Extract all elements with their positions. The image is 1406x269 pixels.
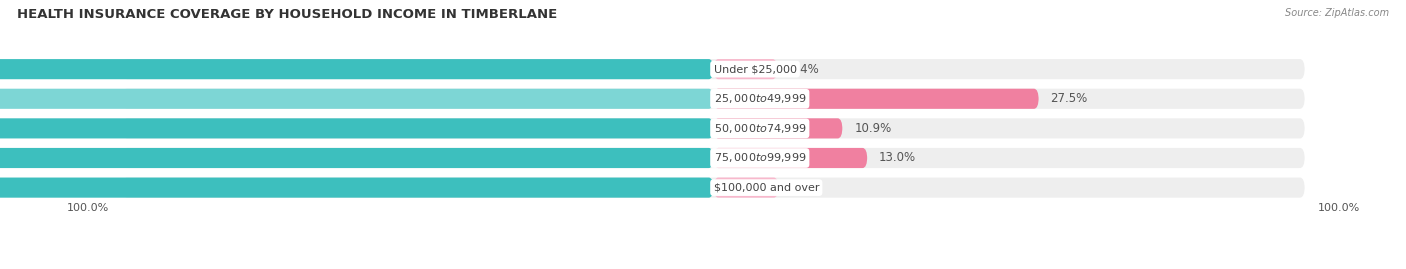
Text: $25,000 to $49,999: $25,000 to $49,999 <box>713 92 806 105</box>
FancyBboxPatch shape <box>122 89 1305 109</box>
FancyBboxPatch shape <box>713 148 868 168</box>
FancyBboxPatch shape <box>122 59 1305 79</box>
FancyBboxPatch shape <box>0 148 713 168</box>
FancyBboxPatch shape <box>713 178 779 198</box>
Text: $50,000 to $74,999: $50,000 to $74,999 <box>713 122 806 135</box>
Text: HEALTH INSURANCE COVERAGE BY HOUSEHOLD INCOME IN TIMBERLANE: HEALTH INSURANCE COVERAGE BY HOUSEHOLD I… <box>17 8 557 21</box>
Text: $75,000 to $99,999: $75,000 to $99,999 <box>713 151 806 165</box>
Text: 13.0%: 13.0% <box>879 151 917 165</box>
Text: 100.0%: 100.0% <box>1317 203 1360 213</box>
FancyBboxPatch shape <box>0 89 713 109</box>
FancyBboxPatch shape <box>713 89 1039 109</box>
Text: 10.9%: 10.9% <box>855 122 891 135</box>
FancyBboxPatch shape <box>0 59 713 79</box>
Text: 27.5%: 27.5% <box>1050 92 1088 105</box>
Text: $100,000 and over: $100,000 and over <box>713 183 820 193</box>
FancyBboxPatch shape <box>0 178 713 198</box>
FancyBboxPatch shape <box>713 59 778 79</box>
Text: Source: ZipAtlas.com: Source: ZipAtlas.com <box>1285 8 1389 18</box>
Text: 100.0%: 100.0% <box>67 203 110 213</box>
Text: Under $25,000: Under $25,000 <box>713 64 797 74</box>
FancyBboxPatch shape <box>122 148 1305 168</box>
FancyBboxPatch shape <box>713 118 842 139</box>
Text: 5.5%: 5.5% <box>790 181 820 194</box>
FancyBboxPatch shape <box>0 118 713 139</box>
FancyBboxPatch shape <box>122 118 1305 139</box>
FancyBboxPatch shape <box>122 178 1305 198</box>
Text: 5.4%: 5.4% <box>789 63 818 76</box>
